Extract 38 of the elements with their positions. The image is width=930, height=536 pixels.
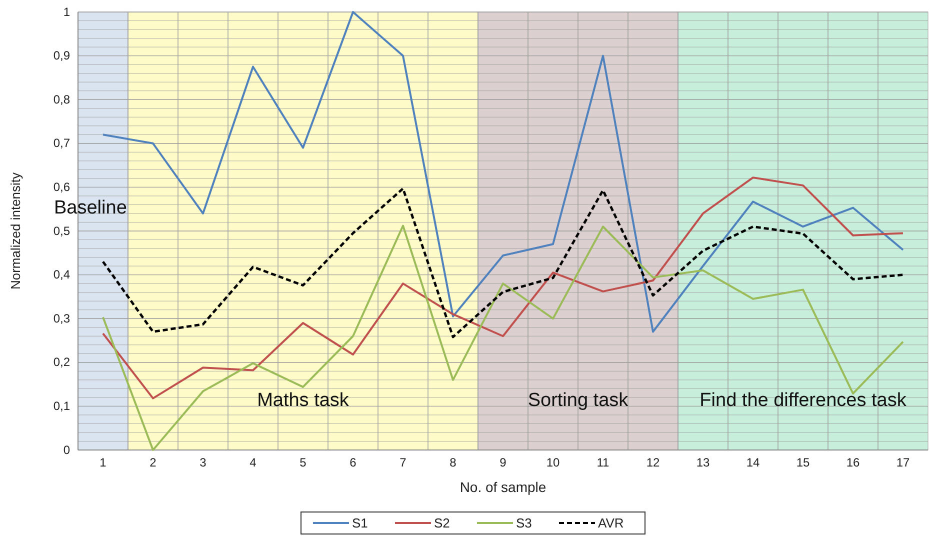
- x-tick-label: 14: [746, 456, 760, 470]
- x-tick-label: 7: [400, 456, 407, 470]
- x-tick-label: 12: [646, 456, 660, 470]
- y-tick-label: 0,6: [53, 180, 70, 194]
- y-tick-label: 0,9: [53, 48, 70, 63]
- x-tick-label: 9: [500, 456, 507, 470]
- x-tick-label: 16: [846, 456, 860, 470]
- y-tick-label: 0,3: [53, 311, 70, 326]
- x-tick-label: 4: [250, 456, 257, 470]
- legend-label: S1: [352, 516, 368, 530]
- x-tick-label: 5: [300, 456, 307, 470]
- x-tick-label: 8: [450, 456, 457, 470]
- y-tick-label: 0,7: [53, 136, 70, 150]
- y-tick-label: 0,5: [53, 224, 70, 238]
- legend-label: AVR: [598, 516, 624, 530]
- band-label: Baseline: [54, 197, 127, 218]
- legend-label: S3: [516, 516, 532, 530]
- y-tick-label: 0,4: [53, 268, 70, 282]
- x-tick-label: 6: [350, 456, 357, 470]
- x-axis-title: No. of sample: [460, 479, 546, 495]
- band-label: Find the differences task: [700, 390, 907, 412]
- y-axis-title: Normalized intensity: [8, 172, 23, 290]
- x-tick-label: 1: [100, 456, 107, 470]
- x-tick-label: 3: [200, 456, 207, 470]
- y-tick-label: 0,8: [53, 92, 70, 106]
- y-tick-label: 0,1: [53, 399, 70, 414]
- x-tick-label: 10: [546, 456, 560, 470]
- x-tick-label: 11: [596, 456, 610, 470]
- y-tick-label: 1: [63, 4, 70, 19]
- band-label: Maths task: [257, 390, 350, 412]
- legend-label: S2: [434, 516, 450, 530]
- x-tick-label: 15: [796, 456, 810, 470]
- x-tick-label: 2: [150, 456, 157, 470]
- y-tick-label: 0: [63, 442, 70, 457]
- y-tick-label: 0,2: [53, 355, 70, 370]
- x-tick-label: 13: [696, 456, 710, 470]
- x-tick-label: 17: [896, 456, 910, 470]
- band-label: Sorting task: [528, 390, 629, 412]
